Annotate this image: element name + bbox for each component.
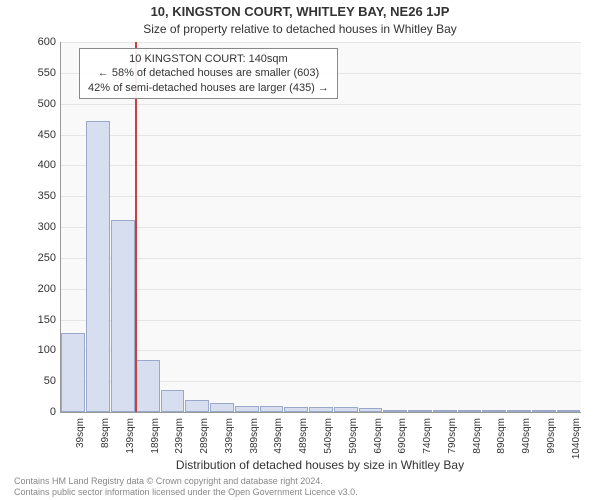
x-tick-label: 489sqm bbox=[298, 418, 309, 468]
x-tick-label: 690sqm bbox=[397, 418, 408, 468]
x-tick-label: 540sqm bbox=[323, 418, 334, 468]
y-tick-label: 350 bbox=[16, 190, 56, 202]
histogram-bar bbox=[284, 407, 308, 412]
x-tick-label: 790sqm bbox=[447, 418, 458, 468]
x-tick-label: 139sqm bbox=[125, 418, 136, 468]
gridline bbox=[61, 289, 581, 290]
gridline bbox=[61, 196, 581, 197]
histogram-bar bbox=[433, 410, 457, 412]
gridline bbox=[61, 258, 581, 259]
chart-title-1: 10, KINGSTON COURT, WHITLEY BAY, NE26 1J… bbox=[0, 4, 600, 19]
x-tick-label: 1040sqm bbox=[571, 418, 582, 468]
x-tick-label: 840sqm bbox=[472, 418, 483, 468]
x-tick-label: 89sqm bbox=[100, 418, 111, 468]
x-tick-label: 239sqm bbox=[174, 418, 185, 468]
gridline bbox=[61, 350, 581, 351]
x-tick-label: 439sqm bbox=[273, 418, 284, 468]
footer-line-1: Contains HM Land Registry data © Crown c… bbox=[14, 476, 358, 487]
x-tick-label: 940sqm bbox=[521, 418, 532, 468]
gridline bbox=[61, 320, 581, 321]
x-tick-label: 339sqm bbox=[224, 418, 235, 468]
gridline bbox=[61, 227, 581, 228]
x-tick-label: 890sqm bbox=[496, 418, 507, 468]
histogram-bar bbox=[557, 410, 581, 412]
histogram-bar bbox=[507, 410, 531, 412]
y-tick-label: 500 bbox=[16, 98, 56, 110]
histogram-bar bbox=[482, 410, 506, 412]
histogram-bar bbox=[210, 403, 234, 412]
y-tick-label: 250 bbox=[16, 252, 56, 264]
histogram-bar bbox=[408, 410, 432, 412]
y-tick-label: 0 bbox=[16, 406, 56, 418]
gridline bbox=[61, 104, 581, 105]
plot-area: 10 KINGSTON COURT: 140sqm ← 58% of detac… bbox=[60, 42, 581, 413]
histogram-bar bbox=[334, 407, 358, 412]
info-line-3: 42% of semi-detached houses are larger (… bbox=[88, 81, 329, 95]
histogram-bar bbox=[61, 333, 85, 412]
histogram-bar bbox=[309, 407, 333, 412]
histogram-bar bbox=[458, 410, 482, 412]
x-tick-label: 189sqm bbox=[150, 418, 161, 468]
y-tick-label: 550 bbox=[16, 67, 56, 79]
gridline bbox=[61, 135, 581, 136]
histogram-bar bbox=[359, 408, 383, 412]
info-line-2: ← 58% of detached houses are smaller (60… bbox=[88, 66, 329, 80]
x-tick-label: 289sqm bbox=[199, 418, 210, 468]
x-tick-label: 39sqm bbox=[75, 418, 86, 468]
gridline bbox=[61, 165, 581, 166]
x-tick-label: 740sqm bbox=[422, 418, 433, 468]
y-tick-label: 600 bbox=[16, 36, 56, 48]
chart-title-2: Size of property relative to detached ho… bbox=[0, 22, 600, 36]
x-tick-label: 590sqm bbox=[348, 418, 359, 468]
x-tick-label: 389sqm bbox=[249, 418, 260, 468]
histogram-bar bbox=[161, 390, 185, 412]
y-tick-label: 200 bbox=[16, 283, 56, 295]
footer-line-2: Contains public sector information licen… bbox=[14, 487, 358, 498]
y-tick-label: 50 bbox=[16, 375, 56, 387]
histogram-bar bbox=[136, 360, 160, 412]
y-tick-label: 300 bbox=[16, 221, 56, 233]
info-box: 10 KINGSTON COURT: 140sqm ← 58% of detac… bbox=[79, 48, 338, 99]
info-line-1: 10 KINGSTON COURT: 140sqm bbox=[88, 52, 329, 66]
histogram-bar bbox=[532, 410, 556, 412]
y-tick-label: 100 bbox=[16, 344, 56, 356]
histogram-bar bbox=[235, 406, 259, 412]
histogram-bar bbox=[86, 121, 110, 412]
histogram-bar bbox=[185, 400, 209, 412]
chart-container: 10, KINGSTON COURT, WHITLEY BAY, NE26 1J… bbox=[0, 0, 600, 500]
y-tick-label: 150 bbox=[16, 314, 56, 326]
histogram-bar bbox=[111, 220, 135, 412]
footer-text: Contains HM Land Registry data © Crown c… bbox=[14, 476, 358, 498]
x-tick-label: 640sqm bbox=[373, 418, 384, 468]
x-tick-label: 990sqm bbox=[546, 418, 557, 468]
histogram-bar bbox=[383, 410, 407, 412]
y-tick-label: 400 bbox=[16, 159, 56, 171]
histogram-bar bbox=[260, 406, 284, 412]
y-tick-label: 450 bbox=[16, 129, 56, 141]
gridline bbox=[61, 42, 581, 43]
